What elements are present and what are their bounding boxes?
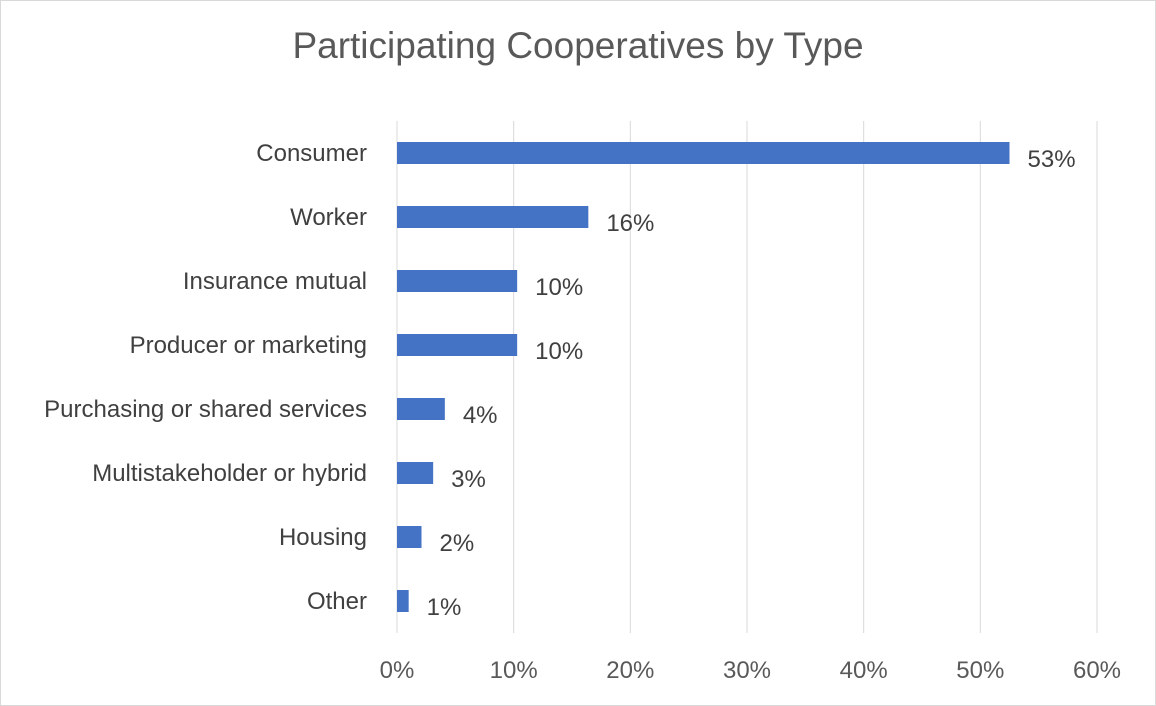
data-label: 2%: [440, 530, 475, 557]
category-label: Consumer: [256, 140, 367, 167]
bar: [397, 142, 1010, 164]
category-label: Housing: [279, 524, 367, 551]
category-label: Purchasing or shared services: [44, 396, 367, 423]
data-label: 10%: [535, 338, 583, 365]
category-label: Producer or marketing: [130, 332, 367, 359]
data-label: 1%: [427, 594, 462, 621]
data-label: 4%: [463, 402, 498, 429]
bar: [397, 526, 422, 548]
x-tick-label: 0%: [380, 657, 415, 684]
bar: [397, 270, 518, 292]
x-tick-label: 30%: [723, 657, 771, 684]
x-tick-label: 50%: [956, 657, 1004, 684]
x-tick-label: 40%: [840, 657, 888, 684]
bar: [397, 462, 434, 484]
data-label: 10%: [535, 274, 583, 301]
chart-title: Participating Cooperatives by Type: [292, 25, 864, 66]
data-label: 3%: [451, 466, 486, 493]
x-tick-label: 20%: [606, 657, 654, 684]
bar: [397, 398, 445, 420]
bar: [397, 206, 589, 228]
category-label: Other: [307, 588, 367, 615]
category-label: Insurance mutual: [183, 268, 367, 295]
data-label: 16%: [606, 210, 654, 237]
data-label: 53%: [1028, 146, 1076, 173]
x-tick-label: 60%: [1073, 657, 1121, 684]
bar: [397, 590, 409, 612]
bar: [397, 334, 518, 356]
category-label: Multistakeholder or hybrid: [92, 460, 367, 487]
x-tick-label: 10%: [490, 657, 538, 684]
category-label: Worker: [290, 204, 367, 231]
